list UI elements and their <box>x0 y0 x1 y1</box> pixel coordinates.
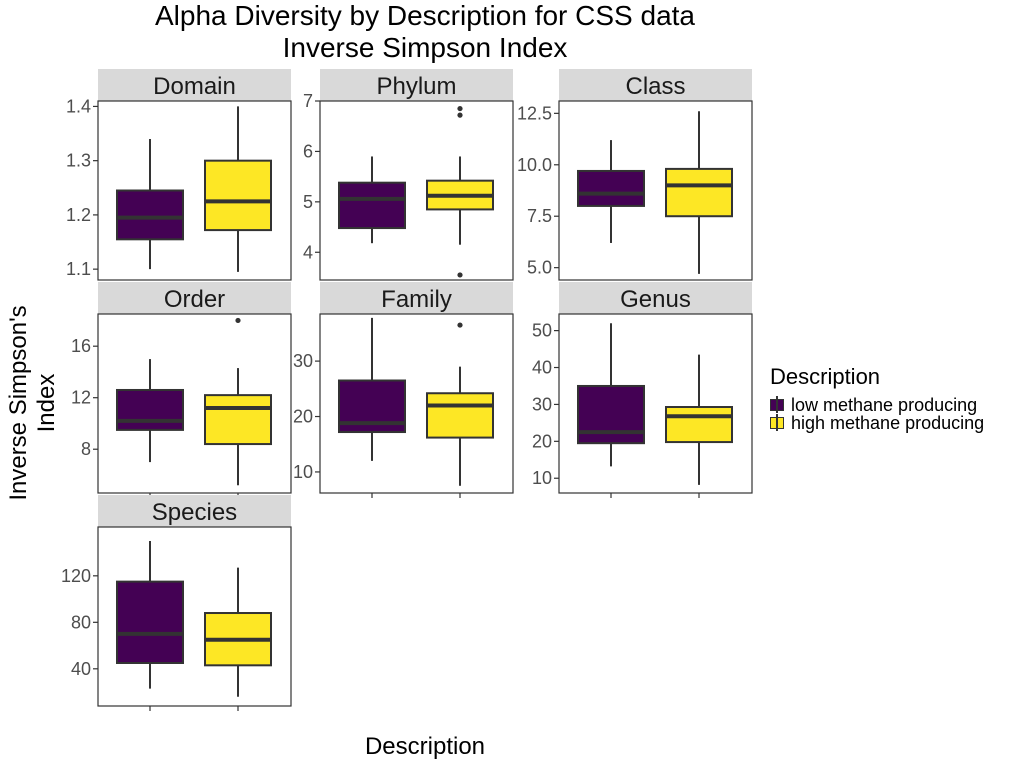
box-phylum-low <box>338 181 406 230</box>
legend-label-high: high methane producing <box>791 412 985 433</box>
facet-strip-order <box>98 282 291 314</box>
box-species-low <box>116 580 184 664</box>
ytick-label-phylum-2: 6 <box>303 141 313 161</box>
ytick-label-family-1: 20 <box>293 407 313 427</box>
ytick-label-order-0: 8 <box>81 439 91 459</box>
facet-strip-domain <box>98 69 291 101</box>
chart-title: Alpha Diversity by Description for CSS d… <box>155 0 695 31</box>
ytick-label-phylum-0: 4 <box>303 242 313 262</box>
outlier-family-high-0 <box>457 322 463 328</box>
panel-domain <box>97 100 292 281</box>
ytick-label-family-0: 10 <box>293 462 313 482</box>
ytick-label-genus-1: 20 <box>532 431 552 451</box>
facet-strip-species <box>98 495 291 527</box>
ytick-label-domain-1: 1.2 <box>66 205 91 225</box>
ytick-label-order-1: 12 <box>71 388 91 408</box>
box-genus-low <box>577 384 645 445</box>
panel-family <box>319 313 514 494</box>
ytick-label-phylum-3: 7 <box>303 91 313 111</box>
facet-label-genus: Genus <box>620 286 691 313</box>
ytick-label-class-0: 5.0 <box>527 258 552 278</box>
ytick-label-class-2: 10.0 <box>517 155 552 175</box>
box-family-high <box>426 392 494 439</box>
ytick-label-order-2: 16 <box>71 336 91 356</box>
ytick-label-domain-3: 1.4 <box>66 96 91 116</box>
outlier-order-high-0 <box>235 317 241 324</box>
outlier-phylum-high-0 <box>457 112 463 118</box>
facet-label-domain: Domain <box>153 73 236 100</box>
legend-label-low: low methane producing <box>791 394 978 415</box>
ytick-label-class-1: 7.5 <box>527 206 552 226</box>
ytick-label-family-2: 30 <box>293 351 313 371</box>
legend-item-high: high methane producing <box>770 412 985 433</box>
chart-subtitle: Inverse Simpson Index <box>282 32 568 63</box>
facet-label-phylum: Phylum <box>376 73 456 100</box>
facet-strip-phylum <box>320 69 513 101</box>
outlier-phylum-high-1 <box>457 105 463 112</box>
legend-title: Description <box>770 364 881 389</box>
panel-species <box>97 526 292 707</box>
panel-order <box>97 313 292 494</box>
facet-label-class: Class <box>625 73 685 100</box>
box-class-high <box>665 167 733 218</box>
ytick-label-domain-0: 1.1 <box>66 259 91 279</box>
legend-item-low: low methane producing <box>770 394 984 415</box>
ytick-label-genus-2: 30 <box>532 394 552 414</box>
box-class-low <box>577 169 645 207</box>
panel-genus <box>558 313 753 494</box>
ytick-label-phylum-1: 5 <box>303 192 313 212</box>
legend-key-low <box>770 396 784 413</box>
facet-label-order: Order <box>164 286 225 313</box>
ytick-label-genus-4: 50 <box>532 321 552 341</box>
facet-label-species: Species <box>152 499 237 526</box>
box-domain-low <box>116 189 184 241</box>
ytick-label-domain-2: 1.3 <box>66 151 91 171</box>
y-axis-label: Inverse Simpson's Index <box>5 305 60 501</box>
panel-class <box>558 100 753 281</box>
facet-label-family: Family <box>381 286 452 313</box>
outlier-phylum-high-2 <box>457 272 463 278</box>
legend-key-high <box>770 414 784 431</box>
ytick-label-genus-3: 40 <box>532 358 552 378</box>
box-domain-high <box>204 159 272 232</box>
facet-strip-family <box>320 282 513 314</box>
ytick-label-genus-0: 10 <box>532 468 552 488</box>
ytick-label-species-0: 40 <box>71 659 91 679</box>
ytick-label-class-3: 12.5 <box>517 103 552 123</box>
ytick-label-species-1: 80 <box>71 612 91 632</box>
box-order-high <box>204 394 272 446</box>
box-genus-high <box>665 406 733 444</box>
x-axis-label: Description <box>364 733 486 760</box>
panel-phylum <box>319 100 514 281</box>
box-order-low <box>116 388 184 431</box>
ytick-label-species-2: 120 <box>61 566 91 586</box>
facet-strip-class <box>559 69 752 101</box>
facet-strip-genus <box>559 282 752 314</box>
legend: Description low methane producing high m… <box>770 364 985 433</box>
